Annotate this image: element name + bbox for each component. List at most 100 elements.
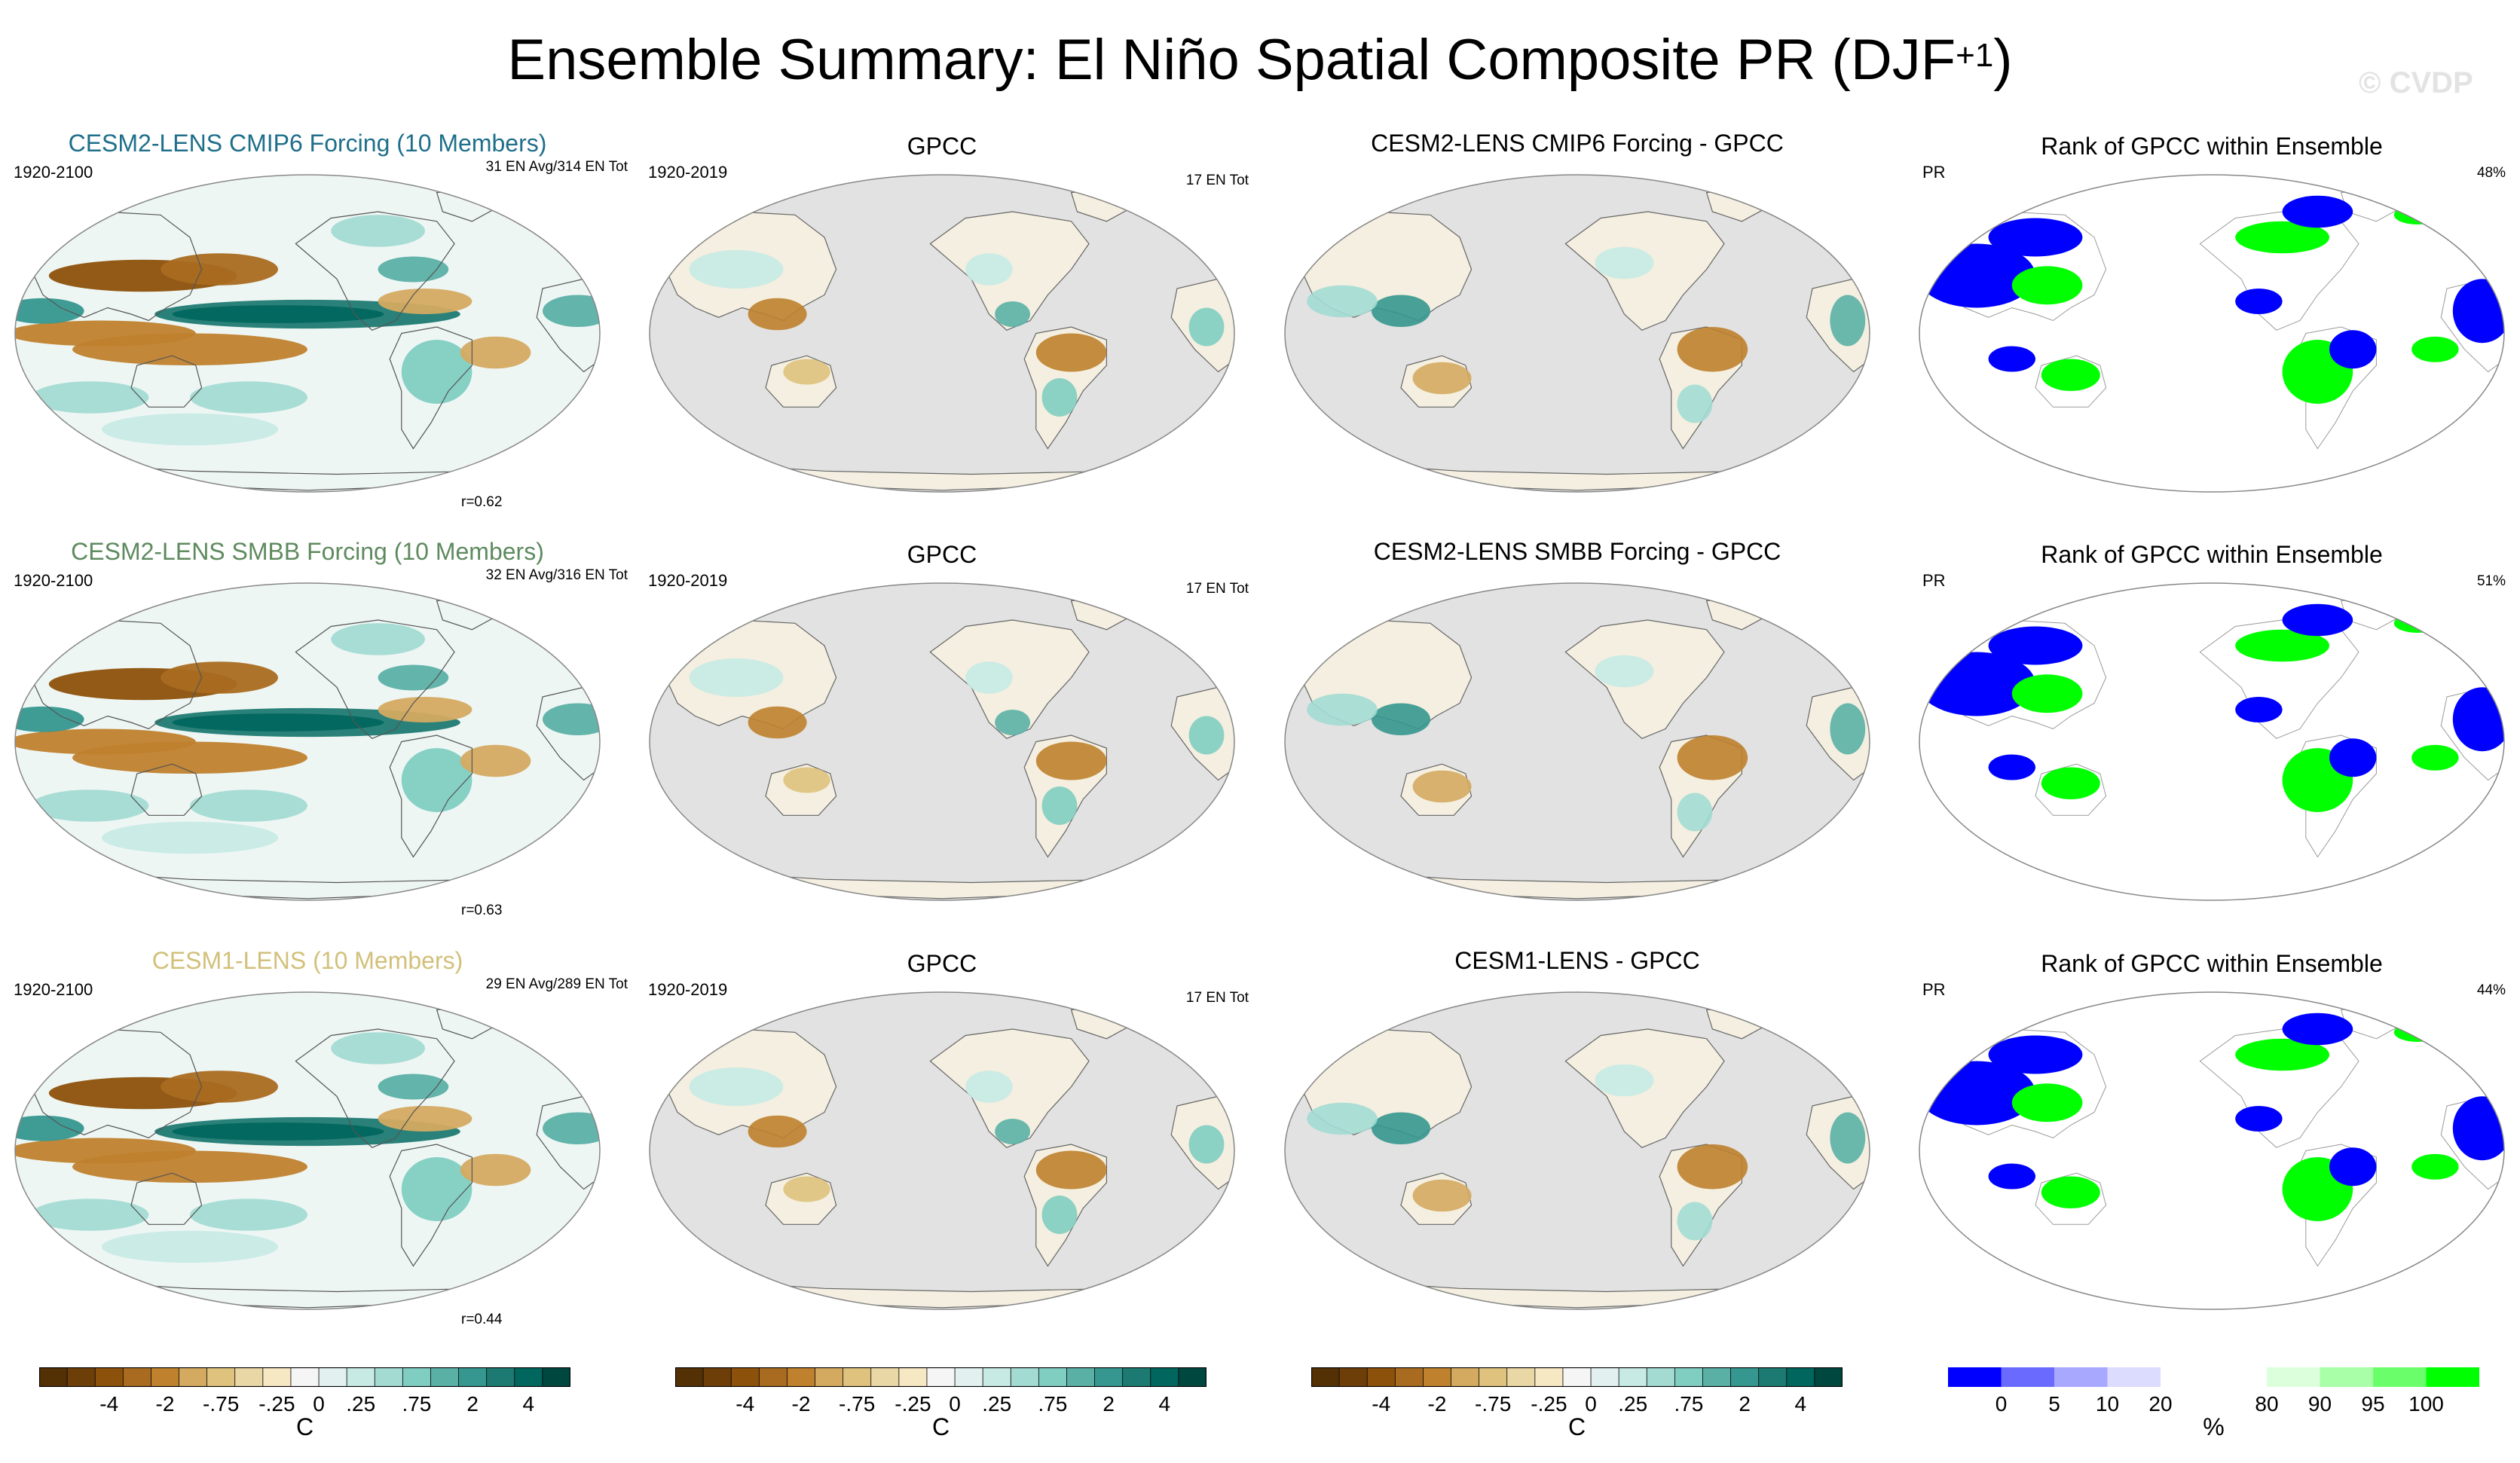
colorbar-units: C: [1567, 1413, 1586, 1440]
colorbar-tick-label: -.75: [1475, 1392, 1512, 1416]
colorbar-swatch: [2267, 1367, 2320, 1387]
row2-model-map: [14, 582, 601, 901]
colorbar-tick-label: -2: [1427, 1392, 1447, 1416]
colorbar-swatch: [730, 1367, 760, 1387]
colorbar-swatch: [290, 1367, 320, 1387]
colorbar-swatch: [1562, 1367, 1592, 1387]
colorbar-swatch: [1066, 1367, 1096, 1387]
colorbar-swatch: [542, 1367, 570, 1387]
row1-rank-title: Rank of GPCC within Ensemble: [2041, 133, 2383, 160]
colorbar-units: C: [295, 1413, 314, 1440]
colorbar-swatch: [815, 1367, 844, 1387]
colorbar-tick-label: 0: [949, 1392, 961, 1416]
colorbar-tick-label: 2: [466, 1392, 479, 1416]
colorbar-swatch: [1674, 1367, 1704, 1387]
colorbar-units: %: [2203, 1413, 2225, 1440]
colorbar-swatch: [787, 1367, 816, 1387]
colorbar-swatch: [458, 1367, 488, 1387]
colorbar-swatch: [1702, 1367, 1732, 1387]
row2-rank-var: PR: [1922, 571, 1946, 590]
colorbar-tick-label: -.25: [258, 1392, 295, 1416]
colorbar-swatch: [1534, 1367, 1564, 1387]
colorbar-tick-label: 4: [1794, 1392, 1807, 1416]
colorbar-tick-label: 4: [522, 1392, 535, 1416]
colorbar-tick-label: 0: [1995, 1392, 2008, 1416]
row3-rank-var: PR: [1922, 980, 1946, 999]
colorbar-tick-label: .75: [1674, 1392, 1704, 1416]
colorbar-swatch: [94, 1367, 124, 1387]
colorbar-tick-label: 10: [2095, 1392, 2120, 1416]
colorbar-swatch: [1394, 1367, 1424, 1387]
colorbar-tick-label: -.25: [895, 1392, 931, 1416]
row3-rank-title: Rank of GPCC within Ensemble: [2041, 950, 2383, 977]
colorbar-swatch: [1948, 1367, 2002, 1387]
colorbar-tick-label: .75: [1038, 1392, 1068, 1416]
colorbar-tick-label: 90: [2307, 1392, 2332, 1416]
row2-obs-title: GPCC: [907, 541, 977, 568]
colorbar-swatch: [1786, 1367, 1815, 1387]
row2-obs-map: [649, 582, 1235, 901]
row3-obs-years: 1920-2019: [648, 980, 728, 999]
colorbar-swatch: [843, 1367, 872, 1387]
colorbar-tick-label: 95: [2361, 1392, 2385, 1416]
row2-rank-title: Rank of GPCC within Ensemble: [2041, 541, 2383, 568]
colorbar-swatch: [1311, 1367, 1341, 1387]
colorbar-anomaly-3: [1311, 1367, 1843, 1387]
row1-obs-years: 1920-2019: [648, 163, 728, 182]
colorbar-swatch: [151, 1367, 180, 1387]
colorbar-tick-label: 0: [1585, 1392, 1597, 1416]
colorbar-swatch: [1730, 1367, 1760, 1387]
colorbar-swatch: [122, 1367, 152, 1387]
row2-obs-years: 1920-2019: [648, 571, 728, 590]
row1-model-r: r=0.62: [461, 494, 503, 510]
row1-model-counts: 31 EN Avg/314 EN Tot: [485, 159, 628, 175]
row1-rank-var: PR: [1922, 163, 1946, 182]
colorbar-swatch: [1094, 1367, 1124, 1387]
page-title: Ensemble Summary: El Niño Spatial Compos…: [507, 28, 2013, 92]
colorbar-swatch: [954, 1367, 984, 1387]
row2-obs-counts: 17 EN Tot: [1185, 581, 1249, 597]
colorbar-swatch: [206, 1367, 236, 1387]
colorbar-swatch: [1479, 1367, 1508, 1387]
colorbar-swatch: [2107, 1367, 2161, 1387]
row3-diff-map: [1284, 991, 1870, 1310]
row2-model-counts: 32 EN Avg/316 EN Tot: [485, 567, 628, 583]
row3-model-title: CESM1-LENS (10 Members): [151, 947, 463, 974]
row3-model-map: [14, 991, 601, 1310]
colorbar-swatch: [1150, 1367, 1179, 1387]
colorbar-tick-label: 4: [1158, 1392, 1171, 1416]
colorbar-swatch: [318, 1367, 348, 1387]
colorbar-swatch: [1122, 1367, 1151, 1387]
colorbar-swatch: [66, 1367, 96, 1387]
colorbar-swatch: [430, 1367, 460, 1387]
colorbar-swatch: [2426, 1367, 2479, 1387]
colorbar-swatch: [1010, 1367, 1040, 1387]
colorbar-tick-label: 20: [2148, 1392, 2173, 1416]
row1-rank-map: [1919, 174, 2505, 493]
cvdp-watermark: © CVDP: [2359, 66, 2473, 99]
colorbar-tick-label: 5: [2048, 1392, 2060, 1416]
colorbar-swatch: [926, 1367, 956, 1387]
colorbar-swatch: [2161, 1367, 2214, 1387]
colorbar-swatch: [2373, 1367, 2427, 1387]
colorbar-tick-label: -.25: [1531, 1392, 1567, 1416]
colorbar-anomaly-2: [675, 1367, 1206, 1387]
colorbar-swatch: [39, 1367, 69, 1387]
colorbar-swatch: [2001, 1367, 2055, 1387]
colorbar-swatch: [702, 1367, 732, 1387]
row3-model-years: 1920-2100: [14, 980, 93, 999]
colorbar-rank: [1948, 1367, 2479, 1387]
colorbar-tick-label: 80: [2255, 1392, 2279, 1416]
colorbar-swatch: [1506, 1367, 1536, 1387]
colorbar-tick-label: 2: [1102, 1392, 1115, 1416]
colorbar-swatch: [1338, 1367, 1369, 1387]
colorbar-swatch: [179, 1367, 208, 1387]
colorbar-swatch: [1758, 1367, 1788, 1387]
colorbar-tick-label: 100: [2408, 1392, 2444, 1416]
colorbar-swatch: [1178, 1367, 1206, 1387]
row2-rank-pct: 51%: [2476, 573, 2506, 589]
row3-obs-title: GPCC: [907, 950, 977, 977]
colorbar-swatch: [1618, 1367, 1648, 1387]
row3-obs-counts: 17 EN Tot: [1185, 990, 1249, 1006]
row3-obs-map: [649, 991, 1235, 1310]
